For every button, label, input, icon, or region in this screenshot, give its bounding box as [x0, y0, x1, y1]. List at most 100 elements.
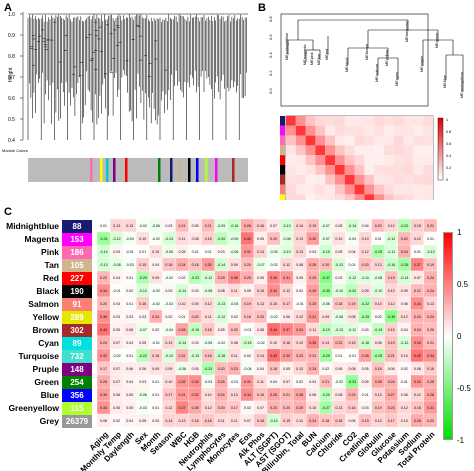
heat-cell-value: -0.02 — [152, 302, 160, 306]
heat-cell-value: 0.05 — [113, 328, 120, 332]
panel-c-letter: C — [4, 206, 12, 218]
module-gene-count: 115 — [62, 401, 92, 415]
eigengene-heat-cell — [413, 165, 424, 175]
eigengene-heat-cell — [393, 155, 404, 165]
heat-cell-value: -0.13 — [282, 224, 290, 228]
heat-cell-value: 0.13 — [362, 237, 369, 241]
eigengene-heat-cell — [344, 165, 355, 175]
dendrogram-y-tick-label: 0.7 — [8, 75, 15, 81]
heat-cell-value: 0.34 — [244, 393, 251, 397]
eigengene-heat-cell — [295, 174, 306, 185]
module-gene-count: 26379 — [62, 414, 92, 428]
heat-cell-value: 0.10 — [152, 250, 159, 254]
eigengene-heat-cell — [315, 165, 326, 175]
heat-cell-value: -0.19 — [374, 328, 382, 332]
heat-cell-value: 0.09 — [165, 367, 172, 371]
heat-cell-value: 0.21 — [414, 289, 421, 293]
eigengene-color-scale: 1 0.8 0.6 0.4 0.2 0 — [437, 117, 451, 182]
heat-cell-value: 0.12 — [165, 406, 172, 410]
eigengene-heat-cell — [305, 135, 316, 146]
dendrogram-y-tick-label: 0.9 — [8, 33, 15, 39]
heat-cell-value: 0.19 — [257, 393, 264, 397]
heat-cell-value: 0.12 — [388, 289, 395, 293]
eigengene-heat-cell — [354, 116, 365, 126]
heat-cell-value: 0.11 — [231, 354, 238, 358]
heat-cell-value: 0.16 — [349, 406, 356, 410]
heat-cell-value: 0.08 — [192, 237, 199, 241]
eigengene-heat-cell — [364, 116, 375, 126]
module-color-stripe — [158, 158, 161, 182]
eigengene-leaf-label: MEbrown — [365, 44, 369, 60]
heat-cell-value: 0.21 — [427, 224, 434, 228]
heat-cell-value: 0.16 — [283, 341, 290, 345]
heat-cell-value: -0.08 — [282, 237, 290, 241]
heat-cell-value: 0.23 — [349, 393, 356, 397]
heat-cell-value: -0.10 — [165, 354, 173, 358]
heat-cell-value: 0.34 — [100, 289, 107, 293]
heat-cell-value: 0.09 — [322, 315, 329, 319]
heat-cell-value: -0.10 — [335, 289, 343, 293]
module-row: Pruple 148 — [6, 362, 96, 376]
heat-cell-value: 0.13 — [257, 250, 264, 254]
eigengene-heat-cell — [286, 165, 296, 175]
eigengene-heat-cell — [295, 194, 306, 200]
heat-cell-value: 0.18 — [375, 367, 382, 371]
eigengene-heat-cell — [393, 145, 404, 156]
eigengene-heat-cell — [295, 145, 306, 156]
eigengene-heat-cell — [325, 116, 335, 126]
heat-cell-value: 0.16 — [152, 354, 159, 358]
heat-cell-value: 0.06 — [349, 419, 356, 423]
heat-cell-value: -0.37 — [322, 276, 330, 280]
eigengene-heat-cell — [364, 165, 375, 175]
heat-cell-value: 0.23 — [270, 406, 277, 410]
heat-cell-value: 0.22 — [309, 354, 316, 358]
heat-cell-value: 0.34 — [414, 302, 421, 306]
heat-cell-value: 0.01 — [362, 393, 369, 397]
heat-cell-value: 0.18 — [335, 302, 342, 306]
heat-cell-value: -0.07 — [139, 328, 147, 332]
heat-cell-value: 0.06 — [401, 302, 408, 306]
heat-cell-value: 0.12 — [205, 406, 212, 410]
heat-cell-value: 0.10 — [139, 237, 146, 241]
heat-cell-value: 0.04 — [362, 224, 369, 228]
module-color-stripe — [170, 158, 173, 182]
eigengene-heat-cell — [305, 165, 316, 175]
heat-cell-value: 0.18 — [205, 354, 212, 358]
heat-cell-value: 0.03 — [139, 315, 146, 319]
heat-cell-value: 0.01 — [375, 237, 382, 241]
eigengene-heat-cell — [374, 184, 384, 195]
eigengene-y-tick-label: 0.0 — [268, 88, 273, 94]
heat-cell-value: -0.30 — [322, 289, 330, 293]
eigengene-heat-cell — [423, 155, 433, 165]
heat-cell-value: 0.02 — [244, 406, 251, 410]
heat-cell-value: 0.19 — [362, 419, 369, 423]
heat-cell-value: 0.24 — [427, 315, 434, 319]
module-color-stripe — [100, 158, 103, 182]
heat-cell-value: -0.22 — [361, 302, 369, 306]
heat-cell-value: 0.08 — [414, 367, 421, 371]
heat-cell-value: 0.25 — [244, 276, 251, 280]
heat-cell-value: -0.03 — [165, 302, 173, 306]
heat-cell-value: 0.01 — [152, 393, 159, 397]
eigengene-heat-cell — [354, 125, 365, 136]
eigengene-side-color — [280, 194, 285, 200]
heat-cell-value: -0.12 — [426, 250, 434, 254]
eigengene-heat-cell — [403, 145, 414, 156]
heat-cell-value: 0.29 — [309, 289, 316, 293]
eigengene-heat-cell — [374, 155, 384, 165]
heat-cell-value: 0.16 — [427, 367, 434, 371]
eigengene-heat-cell — [354, 184, 365, 195]
heat-cell-value: -0.12 — [139, 289, 147, 293]
heat-cell-value: -0.11 — [348, 328, 356, 332]
heat-cell-value: 0.02 — [244, 354, 251, 358]
eigengene-y-tick-label: 0.8 — [268, 16, 273, 22]
heat-cell-value: 0.02 — [179, 276, 186, 280]
heat-cell-value: 0.09 — [152, 276, 159, 280]
heat-cell-value: -0.02 — [165, 276, 173, 280]
eigengene-leaf-label: MEmagenta — [303, 44, 307, 65]
eigengene-heat-cell — [393, 184, 404, 195]
heat-cell-value: 0.03 — [139, 380, 146, 384]
heat-cell-value: -0.04 — [126, 237, 134, 241]
heat-cell-value: -0.23 — [191, 276, 199, 280]
heat-cell-value: 0.06 — [401, 393, 408, 397]
